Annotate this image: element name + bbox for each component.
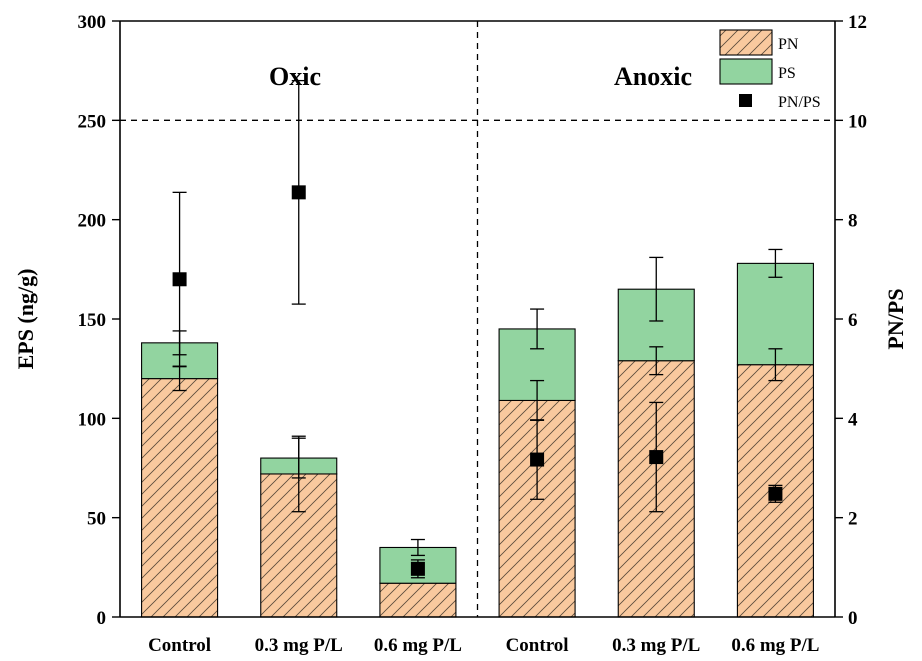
y-tick-label-left: 300: [78, 12, 107, 33]
y-tick-label-right: 10: [848, 111, 867, 132]
marker-pn-ps: [768, 486, 783, 501]
y-axis-title-right: PN/PS: [883, 288, 908, 349]
legend-swatch-ps: [719, 58, 773, 85]
group-label-anoxic: Anoxic: [614, 62, 692, 91]
bar-pn: [379, 582, 457, 618]
y-tick-label-left: 250: [78, 111, 107, 132]
marker-pn-ps: [172, 272, 187, 287]
marker-pn-ps: [530, 452, 545, 467]
group-label-oxic: Oxic: [269, 62, 321, 91]
y-tick-label-right: 6: [848, 310, 858, 331]
legend-swatch-pn: [719, 29, 773, 56]
x-tick-label: 0.6 mg P/L: [374, 635, 462, 656]
y-tick-label-right: 12: [848, 12, 867, 33]
legend-marker-pn-ps: [739, 94, 752, 107]
y-tick-label-left: 200: [78, 211, 107, 232]
x-tick-label: 0.3 mg P/L: [612, 635, 700, 656]
x-tick-label: 0.3 mg P/L: [255, 635, 343, 656]
bar-pn: [141, 378, 219, 618]
y-tick-label-right: 8: [848, 211, 858, 232]
marker-pn-ps: [410, 561, 425, 576]
legend-label-pn: PN: [778, 36, 799, 53]
legend-label-ps: PS: [778, 65, 796, 82]
legend-label-pn-ps: PN/PS: [778, 94, 821, 111]
marker-pn-ps: [291, 185, 306, 200]
bar-ps: [736, 262, 814, 366]
x-tick-label: 0.6 mg P/L: [731, 635, 819, 656]
x-tick-label: Control: [506, 635, 569, 656]
y-tick-label-left: 100: [78, 409, 107, 430]
marker-pn-ps: [649, 450, 664, 465]
y-tick-label-right: 0: [848, 608, 858, 629]
x-tick-label: Control: [148, 635, 211, 656]
y-tick-label-right: 4: [848, 409, 858, 430]
y-tick-label-right: 2: [848, 509, 858, 530]
y-axis-title-left: EPS (ng/g): [13, 269, 38, 370]
y-tick-label-left: 50: [87, 509, 106, 530]
y-tick-label-left: 150: [78, 310, 107, 331]
y-tick-label-left: 0: [97, 608, 107, 629]
